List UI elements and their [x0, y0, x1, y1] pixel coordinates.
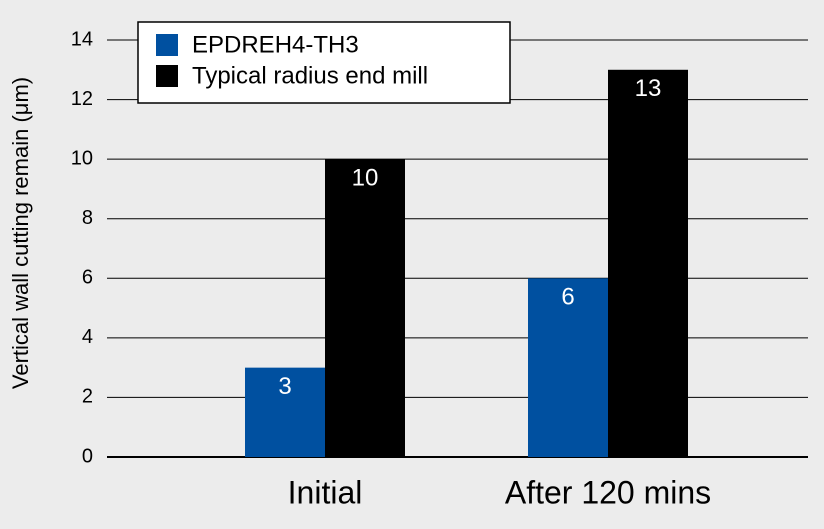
x-tick-label: Initial: [288, 474, 363, 510]
data-label: 13: [635, 75, 662, 102]
y-tick-label: 8: [82, 207, 93, 229]
y-tick-label: 10: [71, 147, 93, 169]
y-tick-label: 2: [82, 386, 93, 408]
legend-label: EPDREH4-TH3: [192, 31, 359, 58]
bar: [245, 367, 325, 457]
bar: [325, 159, 405, 457]
y-tick-label: 4: [82, 326, 93, 348]
y-tick-label: 0: [82, 445, 93, 467]
data-label: 10: [352, 164, 379, 191]
bar: [608, 69, 688, 458]
bar: [528, 278, 608, 457]
legend-box: [137, 21, 511, 104]
data-label: 3: [278, 373, 291, 400]
x-tick-label: After 120 mins: [505, 474, 711, 510]
y-tick-label: 12: [71, 88, 93, 110]
y-tick-label: 6: [82, 267, 93, 289]
legend-label: Typical radius end mill: [192, 62, 428, 89]
y-axis-label: Vertical wall cutting remain (μm): [8, 77, 33, 389]
data-label: 6: [561, 284, 574, 311]
y-tick-label: 14: [71, 28, 93, 50]
legend-swatch: [156, 65, 178, 87]
legend-swatch: [156, 34, 178, 56]
